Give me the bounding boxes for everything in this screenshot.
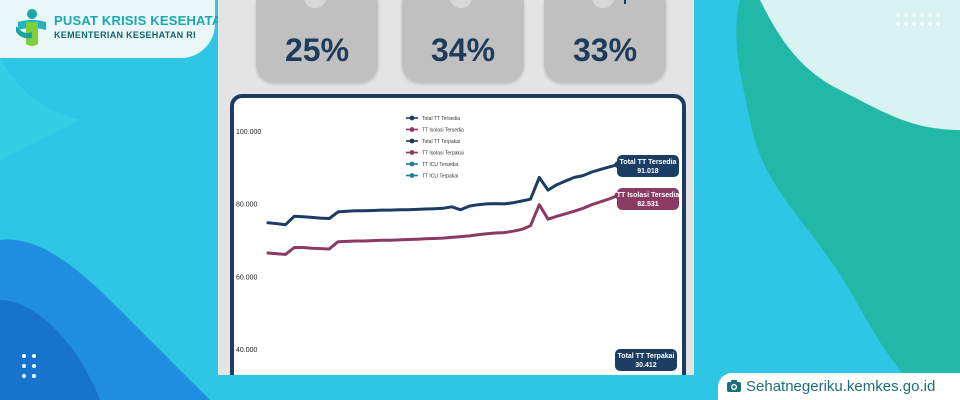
value-callout-box bbox=[615, 349, 677, 371]
legend-label: Total TT Tersedia bbox=[422, 116, 460, 122]
legend-label: TT Isolasi Terpakai bbox=[422, 151, 464, 157]
bed-occupancy-chart-frame bbox=[230, 94, 686, 375]
legend-marker bbox=[409, 150, 415, 155]
legend-marker bbox=[409, 173, 415, 178]
legend-label: TT Isolasi Tersedia bbox=[422, 128, 464, 134]
legend-marker bbox=[409, 115, 415, 121]
website-link[interactable]: Sehatnegeriku.kemkes.go.id bbox=[718, 373, 960, 400]
camera-icon bbox=[727, 380, 741, 392]
dot-column-decor bbox=[22, 354, 36, 378]
callout-label: Total TT Tersedia bbox=[620, 159, 677, 166]
legend-label: Total TT Terpakai bbox=[422, 139, 460, 145]
value-callout-box bbox=[617, 155, 679, 177]
legend-marker bbox=[409, 138, 415, 144]
legend-marker bbox=[409, 127, 415, 132]
stat-value: 33% bbox=[572, 32, 638, 68]
legend-label: TT ICU Terpakai bbox=[422, 174, 458, 180]
organization-subtitle: KEMENTERIAN KESEHATAN RI bbox=[54, 30, 196, 40]
medical-cross-logo-icon bbox=[16, 9, 46, 46]
callout-value: 91.018 bbox=[637, 168, 659, 175]
callout-label: TT Isolasi Tersedia bbox=[617, 192, 680, 199]
callout-label: Total TT Terpakai bbox=[618, 353, 675, 360]
stat-value: 34% bbox=[430, 32, 496, 68]
website-url: Sehatnegeriku.kemkes.go.id bbox=[746, 378, 936, 395]
series-line bbox=[266, 163, 620, 227]
y-tick-label: 80.000 bbox=[236, 202, 258, 209]
y-tick-label: 40.000 bbox=[236, 347, 258, 354]
stat-card: 34% bbox=[402, 0, 524, 82]
callout-value: 82.531 bbox=[637, 201, 659, 208]
series-line bbox=[266, 194, 620, 256]
y-tick-label: 60.000 bbox=[236, 274, 258, 281]
stat-card: 33% bbox=[544, 0, 666, 82]
stat-card: 25% bbox=[256, 0, 378, 82]
infographic-panel: 25% 34% 33% 100.000 80.000 60.000 40.000 To… bbox=[218, 0, 694, 375]
legend-marker bbox=[409, 161, 415, 167]
y-tick-label: 100.000 bbox=[236, 129, 261, 136]
organization-title: PUSAT KRISIS KESEHATAN bbox=[54, 13, 232, 28]
legend-label: TT ICU Tersedia bbox=[422, 162, 458, 168]
bed-occupancy-line-chart: 100.000 80.000 60.000 40.000 Total TT Terse… bbox=[236, 115, 680, 371]
dot-grid-decor bbox=[896, 13, 940, 26]
stat-value: 25% bbox=[284, 32, 350, 68]
ministry-logo-block: PUSAT KRISIS KESEHATAN KEMENTERIAN KESEH… bbox=[0, 0, 231, 58]
value-callout-box bbox=[617, 188, 679, 210]
callout-value: 30.412 bbox=[635, 362, 657, 369]
